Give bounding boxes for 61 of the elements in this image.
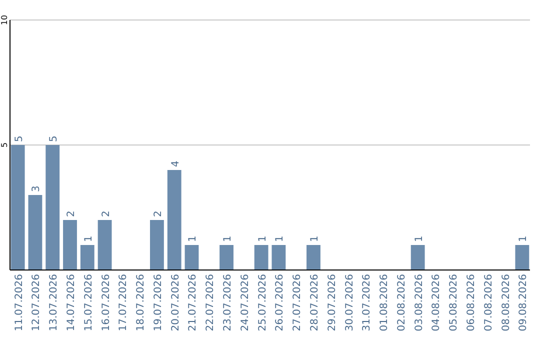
x-tick-label: 21.07.2026 xyxy=(188,274,199,332)
x-tick-label: 01.08.2026 xyxy=(379,274,390,332)
data-label: 1 xyxy=(222,236,234,242)
bar xyxy=(98,220,112,270)
x-tick-label: 08.08.2026 xyxy=(500,274,512,332)
data-label: 2 xyxy=(100,210,112,217)
data-label: 3 xyxy=(31,186,42,192)
x-tick-label: 02.08.2026 xyxy=(396,274,408,332)
data-label: 5 xyxy=(48,136,60,142)
data-label: 1 xyxy=(83,236,94,242)
x-tick-label: 03.08.2026 xyxy=(414,274,425,332)
bar xyxy=(80,245,94,270)
bar xyxy=(46,145,60,270)
x-tick-label: 05.08.2026 xyxy=(448,274,460,332)
x-tick-label: 06.08.2026 xyxy=(466,274,477,332)
x-tick-label: 26.07.2026 xyxy=(274,274,286,332)
x-tick-label: 24.07.2026 xyxy=(240,274,251,332)
bar xyxy=(150,220,164,270)
x-tick-label: 25.07.2026 xyxy=(257,274,268,332)
bar xyxy=(254,245,268,270)
data-label: 2 xyxy=(152,210,164,217)
data-label: 1 xyxy=(309,236,320,242)
x-tick-label: 28.07.2026 xyxy=(309,274,320,332)
data-label: 1 xyxy=(274,236,286,242)
x-tick-label: 11.07.2026 xyxy=(14,274,25,332)
bar xyxy=(184,245,199,270)
data-label: 5 xyxy=(14,136,25,142)
x-tick-label: 30.07.2026 xyxy=(344,274,356,332)
x-tick-label: 20.07.2026 xyxy=(170,274,182,332)
bar xyxy=(306,245,320,270)
bar xyxy=(28,195,42,270)
x-tick-label: 23.07.2026 xyxy=(222,274,234,332)
x-tick-label: 19.07.2026 xyxy=(152,274,164,332)
x-tick-label: 17.07.2026 xyxy=(118,274,130,332)
data-label: 1 xyxy=(414,236,425,242)
x-tick-label: 31.07.2026 xyxy=(362,274,373,332)
bar xyxy=(515,245,530,270)
bar xyxy=(272,245,286,270)
x-tick-label: 04.08.2026 xyxy=(431,274,442,332)
bar xyxy=(220,245,234,270)
data-label: 2 xyxy=(66,210,77,217)
x-tick-label: 07.08.2026 xyxy=(483,274,494,332)
y-tick-label: 10 xyxy=(0,14,9,26)
x-tick-label: 16.07.2026 xyxy=(100,274,112,332)
x-tick-label: 14.07.2026 xyxy=(66,274,77,332)
data-label: 4 xyxy=(170,160,182,167)
bar xyxy=(10,145,25,270)
x-tick-label: 29.07.2026 xyxy=(326,274,338,332)
x-tick-label: 09.08.2026 xyxy=(518,274,530,332)
bar xyxy=(167,170,182,270)
x-tick-label: 13.07.2026 xyxy=(48,274,60,332)
data-label: 1 xyxy=(257,236,268,242)
x-tick-label: 12.07.2026 xyxy=(31,274,42,332)
x-tick-label: 22.07.2026 xyxy=(205,274,216,332)
x-tick-label: 18.07.2026 xyxy=(136,274,147,332)
x-tick-label: 15.07.2026 xyxy=(83,274,94,332)
x-tick-label: 27.07.2026 xyxy=(292,274,304,332)
bar xyxy=(410,245,425,270)
bar xyxy=(63,220,77,270)
data-label: 1 xyxy=(188,236,199,242)
data-label: 1 xyxy=(518,236,530,242)
